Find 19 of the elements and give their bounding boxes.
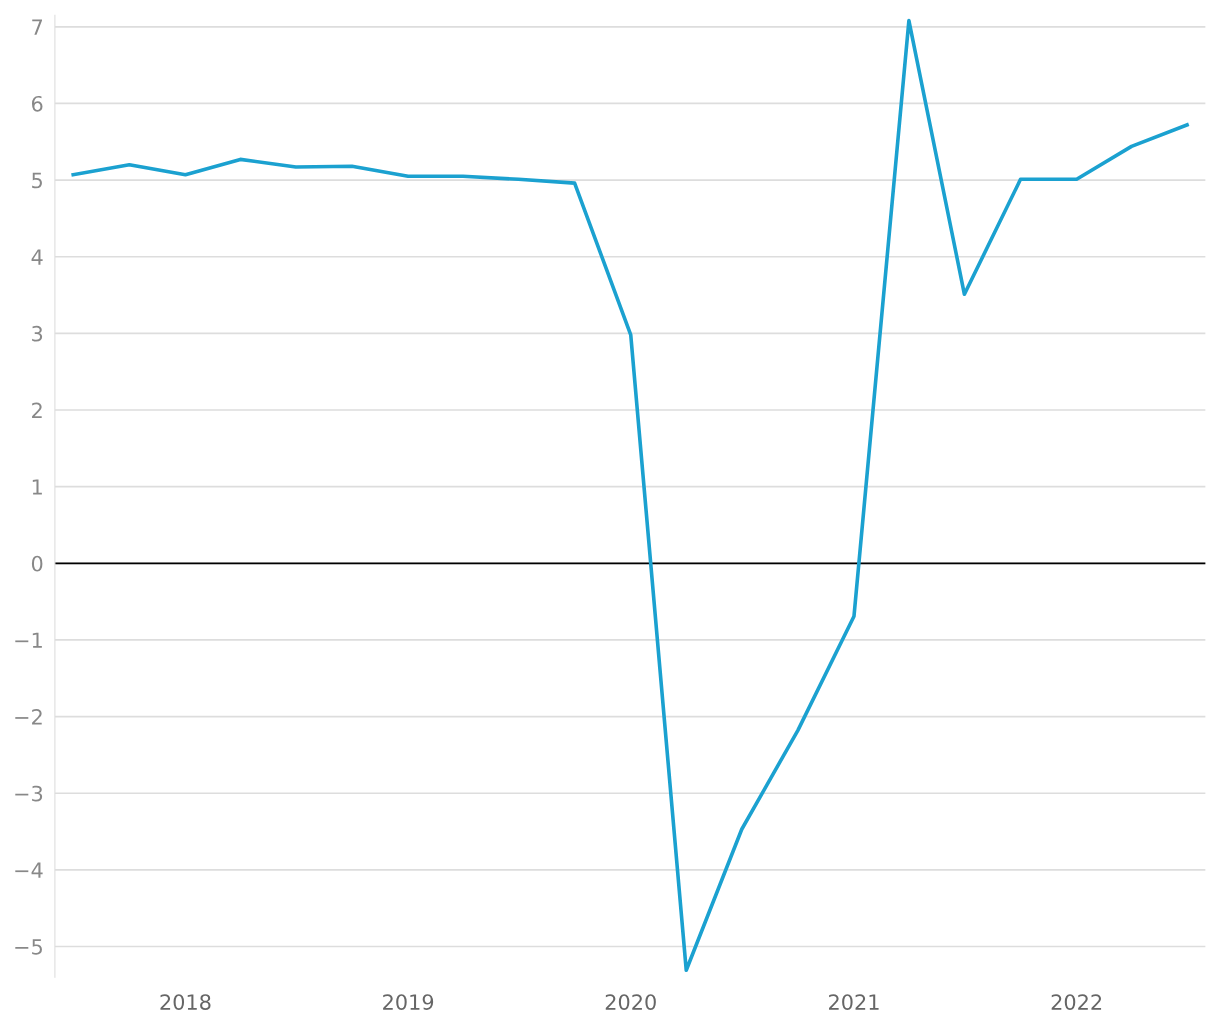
y-tick-label: 7 <box>32 19 43 35</box>
x-tick-label: 2018 <box>160 994 211 1010</box>
y-tick-label: −3 <box>15 785 43 802</box>
y-tick-label: −4 <box>15 862 43 878</box>
x-tick-label: 2020 <box>605 994 656 1010</box>
y-tick-label: 0 <box>31 555 43 572</box>
y-tick-label: 1 <box>32 479 42 495</box>
y-tick-label: 2 <box>32 402 42 418</box>
x-tick-label: 2022 <box>1051 994 1102 1010</box>
y-tick-label: −5 <box>15 939 42 955</box>
x-tick-label: 2021 <box>829 994 879 1010</box>
y-tick-label: −2 <box>15 709 42 725</box>
y-tick-label: −1 <box>15 632 42 648</box>
x-tick-label: 2019 <box>383 994 434 1010</box>
y-tick-label: 3 <box>32 325 43 342</box>
y-tick-label: 4 <box>31 249 43 265</box>
y-tick-label: 6 <box>31 95 43 112</box>
line-series <box>71 18 1189 973</box>
y-tick-label: 5 <box>32 172 42 189</box>
